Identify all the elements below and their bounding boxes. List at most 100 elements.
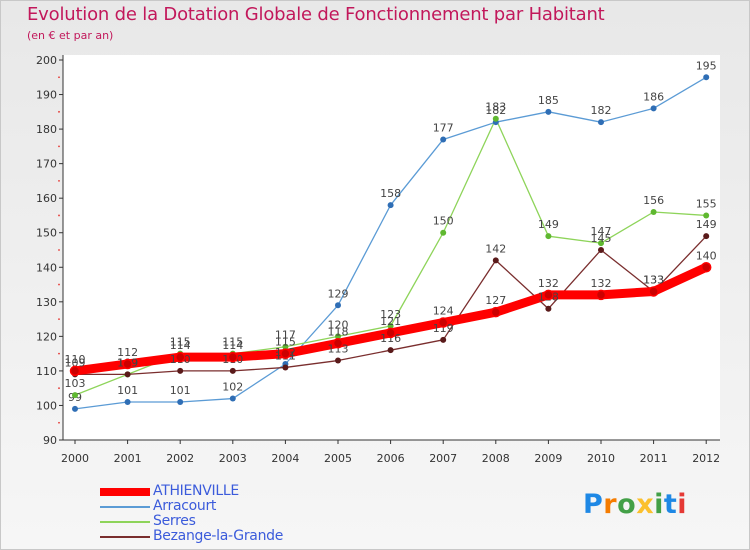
y-minor-dot — [58, 180, 60, 182]
y-minor-dot — [58, 352, 60, 355]
data-label: 155 — [696, 197, 717, 210]
data-point — [124, 371, 131, 378]
data-label: 149 — [538, 218, 559, 231]
data-point — [335, 357, 341, 364]
data-label: 114 — [170, 339, 191, 352]
logo-letter: o — [617, 489, 637, 520]
data-point — [703, 74, 710, 81]
legend-label: Arracourt — [153, 498, 217, 514]
data-point — [545, 108, 552, 115]
data-label: 133 — [643, 273, 664, 286]
data-point — [545, 233, 552, 240]
y-minor-dot — [58, 387, 60, 390]
x-tick-label: 2004 — [271, 452, 299, 465]
x-tick-label: 2002 — [166, 452, 194, 465]
data-label: 101 — [117, 384, 138, 397]
data-point — [492, 257, 499, 264]
y-tick-label: 140 — [36, 261, 57, 274]
data-label: 177 — [433, 121, 454, 134]
logo-letter: x — [636, 489, 655, 520]
data-point — [177, 399, 184, 405]
data-point — [700, 262, 712, 273]
legend-item: Arracourt — [100, 499, 283, 514]
data-label: 123 — [380, 308, 401, 321]
data-point — [492, 115, 499, 122]
data-label: 132 — [591, 277, 612, 290]
data-label: 182 — [591, 104, 612, 117]
data-label: 158 — [380, 187, 401, 200]
data-point — [440, 229, 447, 236]
data-point — [174, 351, 186, 363]
legend-item: Serres — [100, 514, 283, 529]
data-point — [335, 333, 341, 340]
x-tick-label: 2001 — [114, 452, 142, 465]
data-label: 124 — [433, 305, 454, 318]
y-tick-label: 90 — [43, 434, 57, 447]
y-minor-dot — [58, 145, 60, 148]
data-point — [229, 367, 236, 374]
data-label: 117 — [275, 329, 296, 342]
chart-subtitle: (en € et par an) — [27, 29, 114, 42]
data-point — [543, 289, 554, 301]
data-point — [122, 358, 133, 370]
data-point — [598, 247, 604, 253]
data-label: 101 — [170, 384, 191, 397]
data-label: 147 — [591, 225, 612, 238]
data-point — [229, 395, 236, 402]
y-tick-label: 200 — [36, 54, 57, 67]
legend-swatch-serres — [100, 520, 150, 523]
data-label: 150 — [433, 215, 454, 228]
y-minor-dot — [58, 214, 60, 217]
y-tick-label: 110 — [36, 365, 57, 378]
data-point — [545, 305, 552, 312]
data-label: 121 — [380, 315, 401, 328]
x-tick-label: 2007 — [429, 452, 457, 465]
data-point — [490, 306, 502, 318]
data-point — [227, 351, 239, 363]
y-minor-dot — [58, 283, 60, 286]
data-label: 132 — [538, 277, 559, 290]
data-label: 120 — [328, 318, 349, 331]
y-tick-label: 160 — [36, 192, 57, 205]
data-point — [280, 348, 291, 359]
data-label: 103 — [65, 377, 86, 390]
y-minor-dot — [58, 318, 60, 320]
y-tick-label: 120 — [36, 330, 57, 343]
logo-letter: i — [654, 489, 664, 520]
data-label: 116 — [380, 332, 401, 345]
data-label: 140 — [696, 249, 717, 262]
data-point — [598, 119, 604, 126]
data-point — [69, 365, 81, 377]
chart-title: Evolution de la Dotation Globale de Fonc… — [27, 4, 605, 25]
data-point — [282, 343, 289, 350]
data-label: 112 — [117, 346, 138, 359]
data-label: 129 — [328, 287, 349, 300]
y-tick-label: 100 — [36, 399, 57, 412]
y-minor-dot — [58, 110, 60, 113]
proxiti-logo: Proxiti — [583, 489, 687, 520]
legend-item: Bezange-la-Grande — [100, 529, 283, 544]
x-tick-label: 2003 — [219, 452, 247, 465]
data-label: 118 — [328, 325, 349, 338]
data-label: 142 — [485, 242, 506, 255]
data-label: 182 — [485, 104, 506, 117]
data-point — [332, 338, 344, 349]
data-point — [72, 392, 78, 399]
y-tick-label: 170 — [36, 158, 57, 171]
data-point — [648, 286, 659, 297]
data-point — [440, 336, 447, 343]
data-label: 110 — [65, 353, 86, 366]
data-label: 133 — [643, 273, 664, 286]
logo-letter: i — [677, 489, 688, 520]
data-label: 149 — [696, 218, 717, 231]
data-point — [650, 209, 657, 215]
x-tick-label: 2005 — [324, 452, 352, 465]
x-tick-label: 2000 — [61, 452, 89, 465]
data-label: 113 — [328, 343, 349, 356]
data-label: 183 — [485, 101, 506, 114]
legend-swatch-arracourt — [100, 505, 150, 508]
data-label: 186 — [643, 90, 664, 103]
legend-label: Serres — [153, 513, 196, 529]
data-point — [72, 405, 78, 412]
data-label: 195 — [696, 59, 717, 72]
